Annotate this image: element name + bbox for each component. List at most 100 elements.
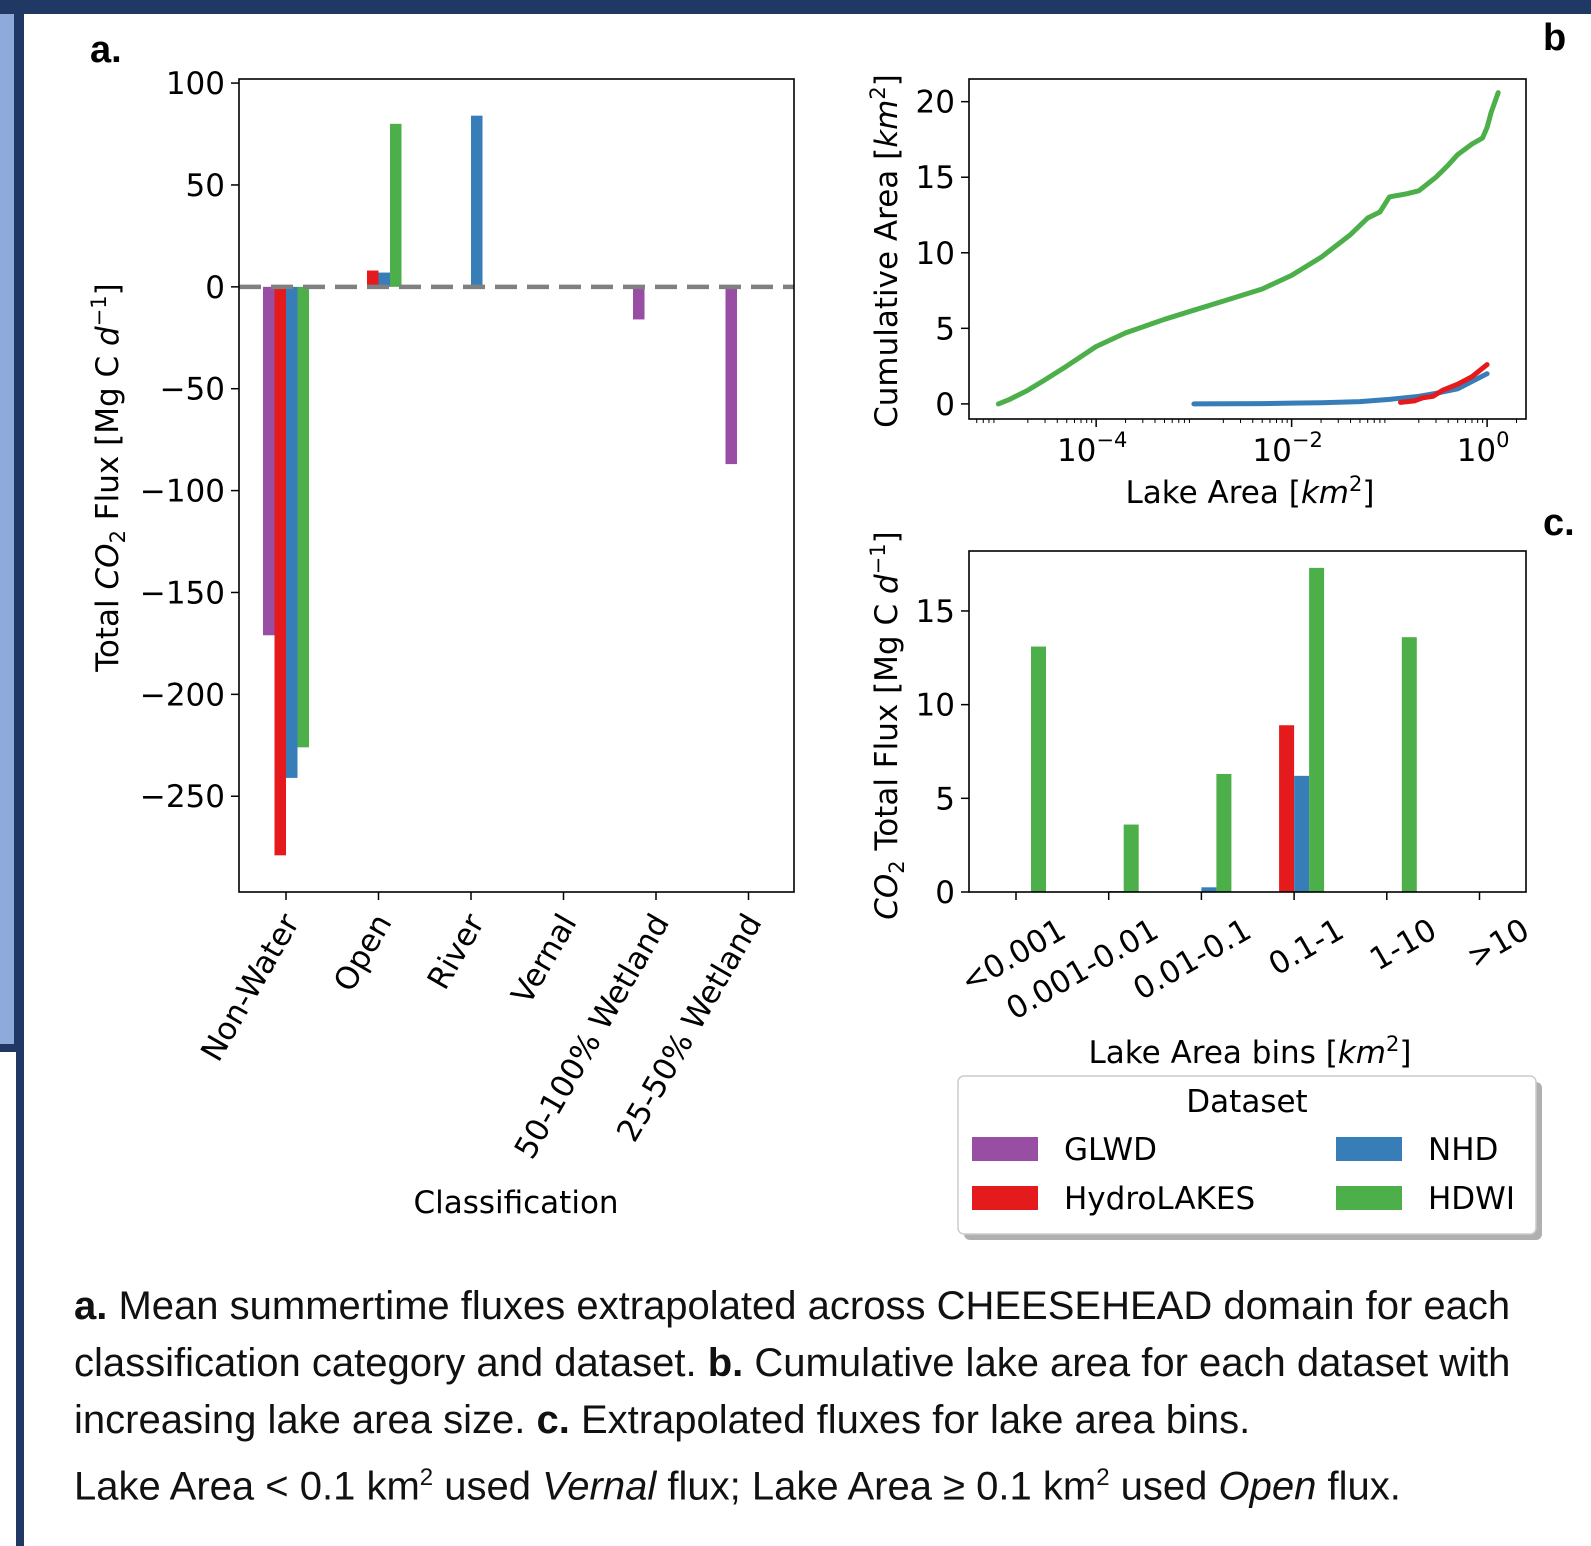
xtick-label-b-2: 100 xyxy=(1457,428,1510,469)
bar-a-hydrolakes-1 xyxy=(367,270,379,287)
caption-line4-a: Lake Area < 0.1 km xyxy=(74,1464,420,1509)
figure-caption: a. Mean summertime fluxes extrapolated a… xyxy=(74,1278,1574,1515)
ytick-label-a-3: −50 xyxy=(160,372,225,408)
legend-label-glwd: GLWD xyxy=(1064,1132,1157,1168)
xlabel-b: Lake Area [km2] xyxy=(1126,472,1375,511)
caption-c-text: Extrapolated fluxes for lake area bins. xyxy=(569,1398,1251,1442)
legend-label-hdwi: HDWI xyxy=(1428,1181,1515,1217)
chart-a: 100 50 0 −50 −100 −150 −200 −250 Non-Water Open Ri… xyxy=(87,66,795,1221)
xtick-label-a-1: Open xyxy=(327,908,400,998)
ylabel-b-end: ] xyxy=(869,74,905,86)
ytick-label-c-2: 10 xyxy=(916,688,955,724)
caption-b-label: b. xyxy=(707,1341,744,1385)
line-b-hydrolakes xyxy=(1398,362,1490,405)
legend: Dataset GLWD NHD HydroLAKES HDWI xyxy=(957,1075,1542,1240)
xtick-label-c-3: 0.1-1 xyxy=(1263,912,1350,983)
bar-a-glwd-0 xyxy=(263,286,275,636)
caption-sup-1: 2 xyxy=(419,1464,434,1491)
xlabel-c-sup: 2 xyxy=(1386,1032,1399,1056)
plot-frame-b xyxy=(968,78,1527,420)
legend-label-hydrolakes: HydroLAKES xyxy=(1064,1181,1255,1217)
ylabel-b-sup: 2 xyxy=(866,86,890,99)
xtick-label-a-3: Vernal xyxy=(505,908,585,1010)
caption-b-text: Cumulative lake area for each dataset wi… xyxy=(74,1341,1511,1442)
ytick-label-c-1: 5 xyxy=(935,781,955,817)
ytick-label-b-4: 20 xyxy=(916,85,955,121)
ytick-label-a-5: −150 xyxy=(140,575,225,611)
legend-label-nhd: NHD xyxy=(1428,1132,1498,1168)
plot-frame-a xyxy=(238,78,795,893)
ytick-label-a-1: 50 xyxy=(186,168,225,204)
caption-a-label: a. xyxy=(74,1284,108,1328)
caption-line4-b: used xyxy=(433,1464,543,1509)
bar-a-glwd-5 xyxy=(725,286,737,465)
caption-line4-e: flux. xyxy=(1316,1464,1401,1509)
ylabel-a-var2: d xyxy=(90,326,126,346)
ylabel-a: Total CO2 Flux [Mg C d−1] xyxy=(87,283,130,672)
ylabel-c-var: CO xyxy=(869,874,905,920)
xlabel-b-unit: km xyxy=(1301,475,1349,511)
panel-label-b: b xyxy=(1543,17,1566,59)
caption-c-label: c. xyxy=(536,1398,570,1442)
panel-label-c: c. xyxy=(1543,502,1575,544)
xlabel-c-unit: km xyxy=(1338,1035,1386,1071)
bar-a-glwd-4 xyxy=(633,286,645,320)
legend-title: Dataset xyxy=(1186,1084,1307,1120)
xtick-label-a-2: River xyxy=(421,908,492,996)
ylabel-b: Cumulative Area [km2] xyxy=(866,74,905,428)
xlabel-c-pre: Lake Area bins [ xyxy=(1089,1035,1338,1071)
ylabel-a-end: ] xyxy=(90,283,126,295)
ylabel-c: CO2 Total Flux [Mg C d−1] xyxy=(866,531,909,919)
bar-a-nhd-2 xyxy=(471,115,483,287)
ylabel-c-var2: d xyxy=(869,574,905,594)
xlabel-c-end: ] xyxy=(1399,1035,1411,1071)
ylabel-a-part2: Flux [Mg C xyxy=(90,346,126,530)
xtick-b-exp: 0 xyxy=(1496,428,1509,452)
ylabel-c-end: ] xyxy=(869,531,905,543)
bar-c-hdwi-2 xyxy=(1216,773,1232,892)
bar-a-nhd-0 xyxy=(286,286,298,778)
xlabel-c: Lake Area bins [km2] xyxy=(1089,1032,1412,1071)
caption-a-text: Mean summertime fluxes extrapolated acro… xyxy=(74,1284,1511,1385)
xtick-b-base: 10 xyxy=(1457,433,1496,469)
bar-c-hydrolakes-3 xyxy=(1279,725,1295,892)
xtick-b-base: 10 xyxy=(1252,433,1291,469)
frame-left-lower-bar xyxy=(16,1044,24,1546)
caption-paragraph: a. Mean summertime fluxes extrapolated a… xyxy=(74,1278,1574,1515)
legend-swatch-hdwi xyxy=(1336,1186,1402,1210)
ylabel-b-pre: Cumulative Area [ xyxy=(869,148,905,428)
ytick-label-a-0: 100 xyxy=(166,66,225,102)
bar-c-nhd-3 xyxy=(1294,775,1310,892)
ytick-label-b-2: 10 xyxy=(916,236,955,272)
legend-swatch-hydrolakes xyxy=(972,1186,1038,1210)
ytick-label-a-4: −100 xyxy=(140,474,225,510)
ylabel-a-var: CO xyxy=(90,543,126,589)
bar-a-nhd-1 xyxy=(378,272,390,287)
ylabel-a-sup: −1 xyxy=(87,295,111,326)
legend-swatch-glwd xyxy=(972,1137,1038,1161)
xlabel-b-sup: 2 xyxy=(1349,472,1362,496)
bar-c-hdwi-4 xyxy=(1401,637,1417,892)
ylabel-a-sub: 2 xyxy=(106,530,130,543)
ytick-label-a-6: −200 xyxy=(140,677,225,713)
xtick-label-b-1: 10−2 xyxy=(1252,428,1322,469)
ytick-label-c-3: 15 xyxy=(916,594,955,630)
xtick-b-exp: −2 xyxy=(1292,428,1323,452)
xtick-label-c-5: >10 xyxy=(1461,912,1536,976)
frame-left-light-bar xyxy=(0,14,14,1044)
ylabel-a-part: Total xyxy=(90,589,126,672)
ytick-label-b-3: 15 xyxy=(916,160,955,196)
frame-left-dark-joint xyxy=(0,1044,24,1052)
ytick-label-c-0: 0 xyxy=(935,875,955,911)
legend-swatch-nhd xyxy=(1336,1137,1402,1161)
bar-c-nhd-2 xyxy=(1201,887,1217,892)
figure-canvas: a. b c. 100500−50−100−150−200−250Non-Wat… xyxy=(87,17,1575,1240)
ylabel-b-unit: km xyxy=(869,100,905,148)
xlabel-b-pre: Lake Area [ xyxy=(1126,475,1301,511)
bar-c-hdwi-3 xyxy=(1309,567,1325,892)
frame-left-dark-bar xyxy=(14,14,24,1044)
ytick-label-b-0: 0 xyxy=(935,387,955,423)
ylabel-c-sup: −1 xyxy=(866,543,890,574)
